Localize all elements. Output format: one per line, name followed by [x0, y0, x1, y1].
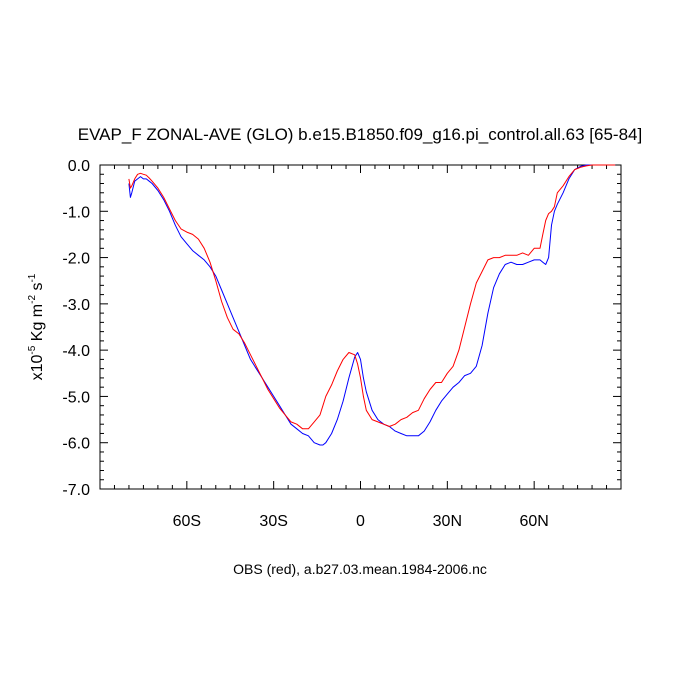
x-tick-label: 60N	[519, 513, 548, 530]
y-tick-label: -3.0	[62, 297, 90, 314]
y-tick-label: -5.0	[62, 389, 90, 406]
y-tick-label: -4.0	[62, 343, 90, 360]
y-tick-label: -1.0	[62, 204, 90, 221]
y-axis-label: x10-5 Kg m-2 s-1	[27, 273, 46, 380]
y-tick-label: -6.0	[62, 436, 90, 453]
series-lines	[128, 164, 616, 446]
chart-footer: OBS (red), a.b27.03.mean.1984-2006.nc	[233, 561, 487, 577]
plot-frame	[99, 164, 622, 490]
y-tick-label: -2.0	[62, 251, 90, 268]
series-line-model	[128, 164, 616, 446]
x-tick-label: 0	[356, 513, 365, 530]
tick-labels: 0.0 -1.0 -2.0 -3.0 -4.0 -5.0 -6.0 -7.0 60S 30S 0 30…	[62, 158, 548, 530]
axis-ticks	[100, 164, 622, 490]
chart-title: EVAP_F ZONAL-AVE (GLO) b.e15.B1850.f09_g…	[78, 125, 642, 144]
x-tick-label: 30S	[259, 513, 287, 530]
y-tick-label: -7.0	[62, 482, 90, 499]
plot-area	[99, 164, 622, 490]
series-line-obs	[128, 164, 616, 430]
y-tick-label: 0.0	[68, 158, 90, 175]
x-tick-label: 60S	[173, 513, 201, 530]
x-tick-label: 30N	[433, 513, 462, 530]
